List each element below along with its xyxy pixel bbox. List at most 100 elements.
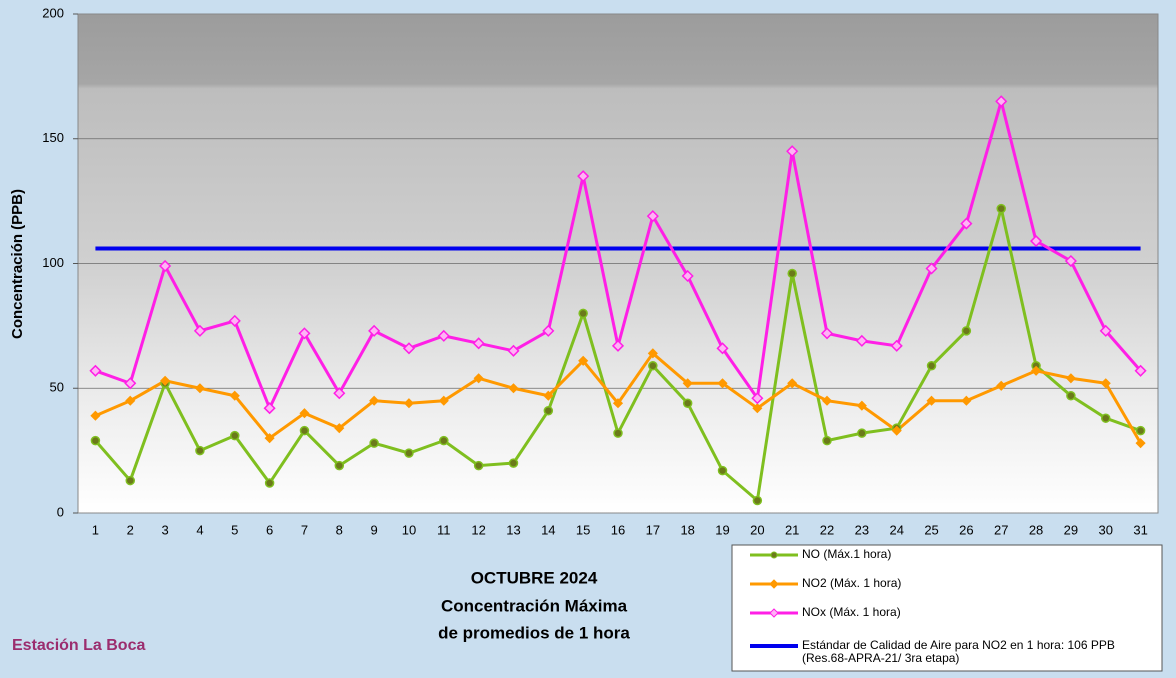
marker — [613, 428, 623, 438]
marker — [194, 383, 205, 394]
legend-marker — [770, 551, 778, 559]
marker — [507, 344, 520, 357]
marker — [299, 408, 310, 419]
marker — [369, 395, 380, 406]
marker — [264, 478, 275, 488]
marker — [437, 329, 450, 342]
x-tick-label: 1 — [92, 522, 99, 537]
marker — [822, 435, 832, 446]
marker — [786, 145, 799, 158]
marker — [193, 324, 206, 337]
marker — [90, 410, 101, 421]
marker — [612, 398, 624, 409]
legend — [731, 544, 1163, 672]
legend-note: (Res.68-APRA-21/ 3ra etapa) — [802, 651, 959, 665]
marker — [960, 217, 973, 230]
marker — [682, 378, 693, 389]
x-tick-label: 19 — [715, 522, 729, 537]
x-tick-label: 29 — [1064, 522, 1078, 537]
x-tick-label: 7 — [301, 522, 308, 537]
marker — [543, 390, 554, 401]
marker — [717, 378, 728, 389]
marker — [369, 438, 379, 448]
x-tick-label: 13 — [506, 522, 520, 537]
marker — [439, 435, 449, 446]
marker — [891, 425, 902, 436]
marker — [402, 342, 416, 355]
x-tick-label: 8 — [336, 522, 343, 537]
marker — [821, 395, 833, 406]
marker — [820, 327, 834, 340]
x-tick-label: 25 — [924, 522, 938, 537]
x-tick-label: 4 — [196, 522, 203, 537]
marker — [1135, 425, 1146, 436]
marker — [752, 495, 763, 506]
marker — [646, 210, 659, 223]
marker — [751, 392, 764, 405]
marker — [1031, 365, 1042, 376]
marker — [124, 377, 137, 390]
marker — [508, 383, 519, 394]
marker — [473, 373, 484, 384]
marker — [855, 334, 868, 347]
x-tick-label: 18 — [680, 522, 694, 537]
marker — [508, 458, 519, 468]
legend-label: NO (Máx.1 hora) — [802, 547, 891, 561]
marker — [611, 339, 625, 352]
x-tick-label: 6 — [266, 522, 273, 537]
x-tick-label: 3 — [161, 522, 168, 537]
x-tick-label: 21 — [785, 522, 799, 537]
x-tick-label: 27 — [994, 522, 1008, 537]
marker — [438, 395, 449, 406]
x-tick-label: 5 — [231, 522, 238, 537]
x-tick-label: 22 — [820, 522, 834, 537]
y-tick-label: 200 — [42, 5, 64, 20]
marker — [334, 460, 345, 471]
y-tick-label: 0 — [57, 504, 64, 519]
x-tick-label: 14 — [541, 522, 555, 537]
marker — [577, 170, 590, 183]
marker — [334, 423, 345, 434]
marker — [90, 435, 101, 446]
marker — [1066, 390, 1076, 401]
marker — [925, 262, 938, 275]
marker — [1100, 378, 1111, 389]
legend-marker — [769, 608, 779, 618]
marker — [890, 339, 903, 352]
legend-marker — [769, 579, 779, 589]
marker — [682, 398, 693, 408]
marker — [195, 445, 205, 456]
x-tick-label: 10 — [402, 522, 416, 537]
marker — [125, 395, 136, 406]
marker — [716, 342, 729, 355]
marker — [787, 268, 797, 279]
x-tick-label: 12 — [471, 522, 485, 537]
marker — [263, 402, 276, 415]
marker — [404, 448, 414, 458]
marker — [472, 337, 485, 350]
x-tick-label: 23 — [855, 522, 869, 537]
y-tick-label: 50 — [50, 380, 64, 395]
marker — [89, 364, 102, 377]
caption: OCTUBRE 2024 — [471, 568, 598, 587]
marker — [1064, 254, 1077, 268]
marker — [1099, 324, 1112, 337]
marker — [996, 203, 1006, 214]
marker — [543, 405, 554, 416]
marker — [333, 387, 346, 400]
x-tick-label: 31 — [1133, 522, 1147, 537]
marker — [647, 348, 658, 359]
legend-label: Estándar de Calidad de Aire para NO2 en … — [802, 638, 1115, 652]
marker — [578, 308, 588, 319]
marker — [752, 403, 763, 414]
x-tick-label: 24 — [889, 522, 903, 537]
x-tick-label: 2 — [127, 522, 134, 537]
x-tick-label: 20 — [750, 522, 764, 537]
marker — [160, 375, 171, 386]
marker — [961, 395, 972, 406]
legend-label: NOx (Máx. 1 hora) — [802, 605, 901, 619]
marker — [926, 395, 937, 406]
marker — [926, 361, 937, 371]
marker — [1065, 373, 1076, 384]
